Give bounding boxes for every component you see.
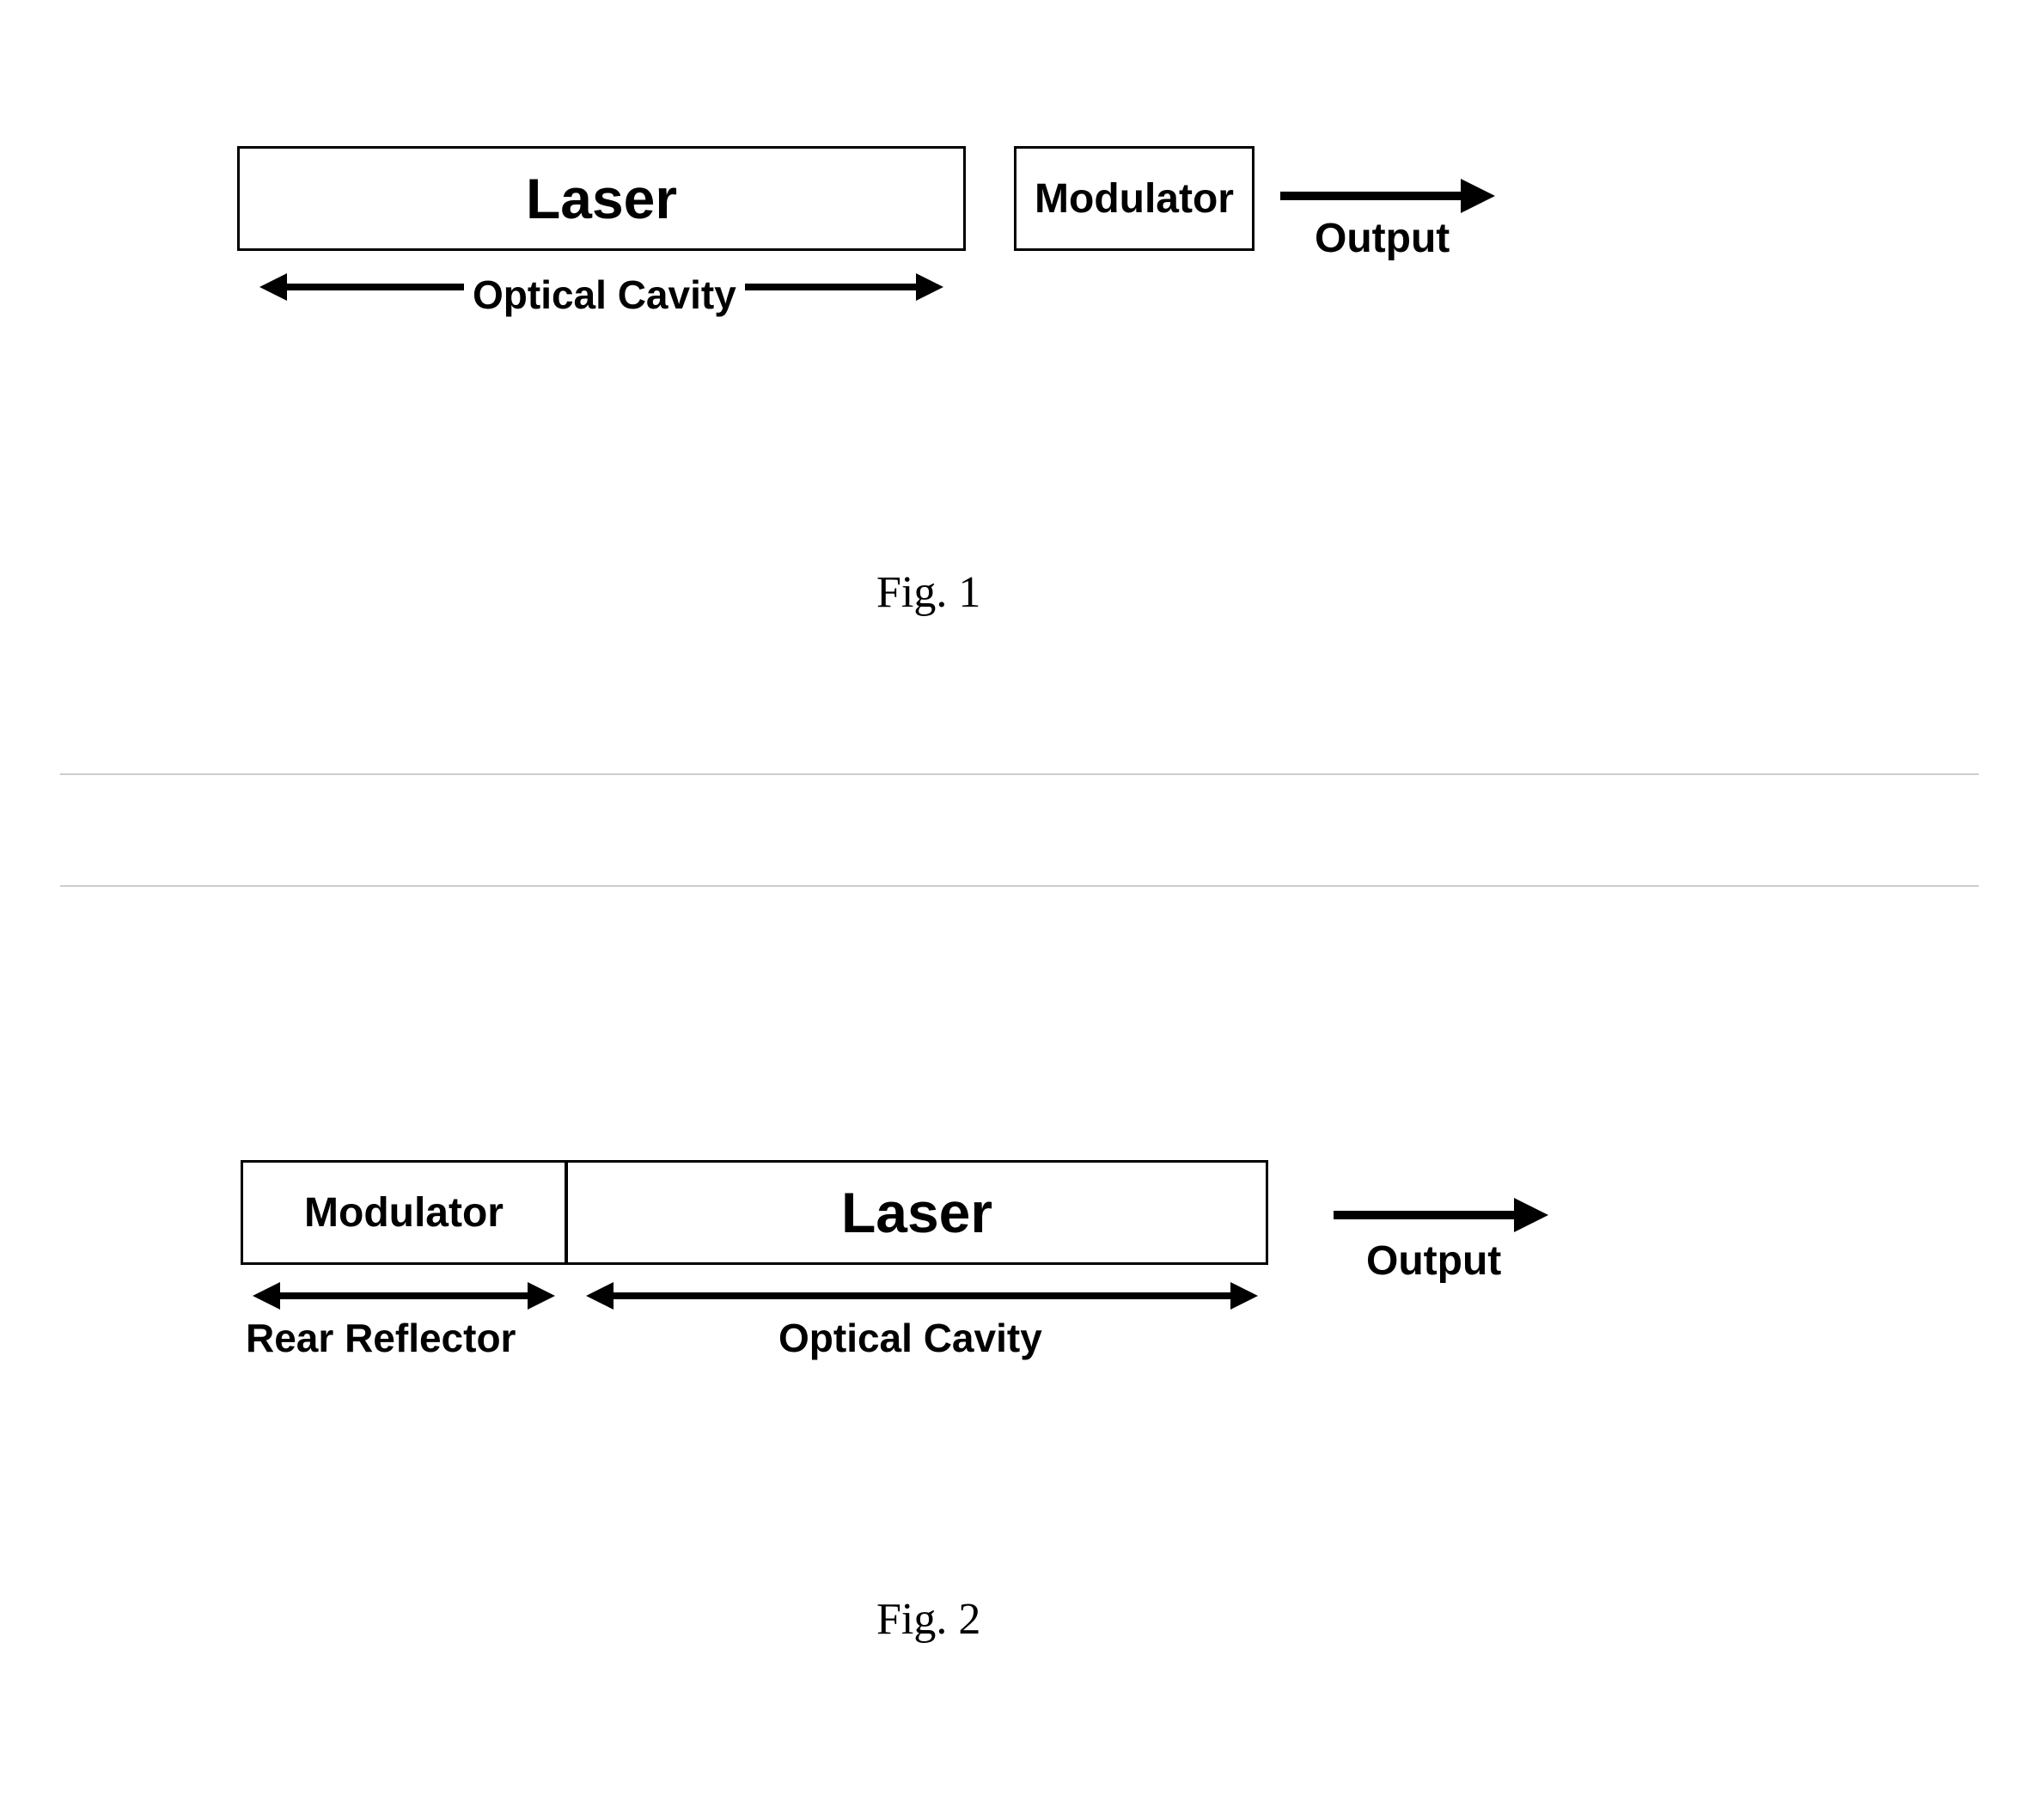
modulator-block-fig1: Modulator xyxy=(1014,146,1255,251)
optical-cavity-label-fig2: Optical Cavity xyxy=(778,1315,1042,1361)
laser-block-fig1: Laser xyxy=(237,146,966,251)
optical-cavity-arrow-fig1 xyxy=(0,0,2039,1820)
divider-2 xyxy=(60,885,1979,887)
output-arrow-fig2 xyxy=(0,0,2039,1820)
modulator-block-fig2: Modulator xyxy=(241,1160,567,1265)
laser-label-fig1: Laser xyxy=(526,166,677,231)
output-label-fig2: Output xyxy=(1366,1237,1501,1285)
optical-cavity-label-fig1: Optical Cavity xyxy=(464,272,745,318)
modulator-label-fig1: Modulator xyxy=(1035,175,1234,223)
output-arrow-fig1 xyxy=(0,0,2039,1820)
laser-block-fig2: Laser xyxy=(565,1160,1268,1265)
output-label-fig1: Output xyxy=(1315,215,1450,262)
divider-1 xyxy=(60,773,1979,775)
rear-reflector-arrow-fig2 xyxy=(0,0,2039,1820)
figure-1-caption: Fig. 1 xyxy=(876,567,980,618)
modulator-label-fig2: Modulator xyxy=(304,1189,504,1237)
rear-reflector-label-fig2: Rear Reflector xyxy=(246,1315,516,1361)
laser-label-fig2: Laser xyxy=(841,1180,992,1245)
figure-2-caption: Fig. 2 xyxy=(876,1594,980,1645)
